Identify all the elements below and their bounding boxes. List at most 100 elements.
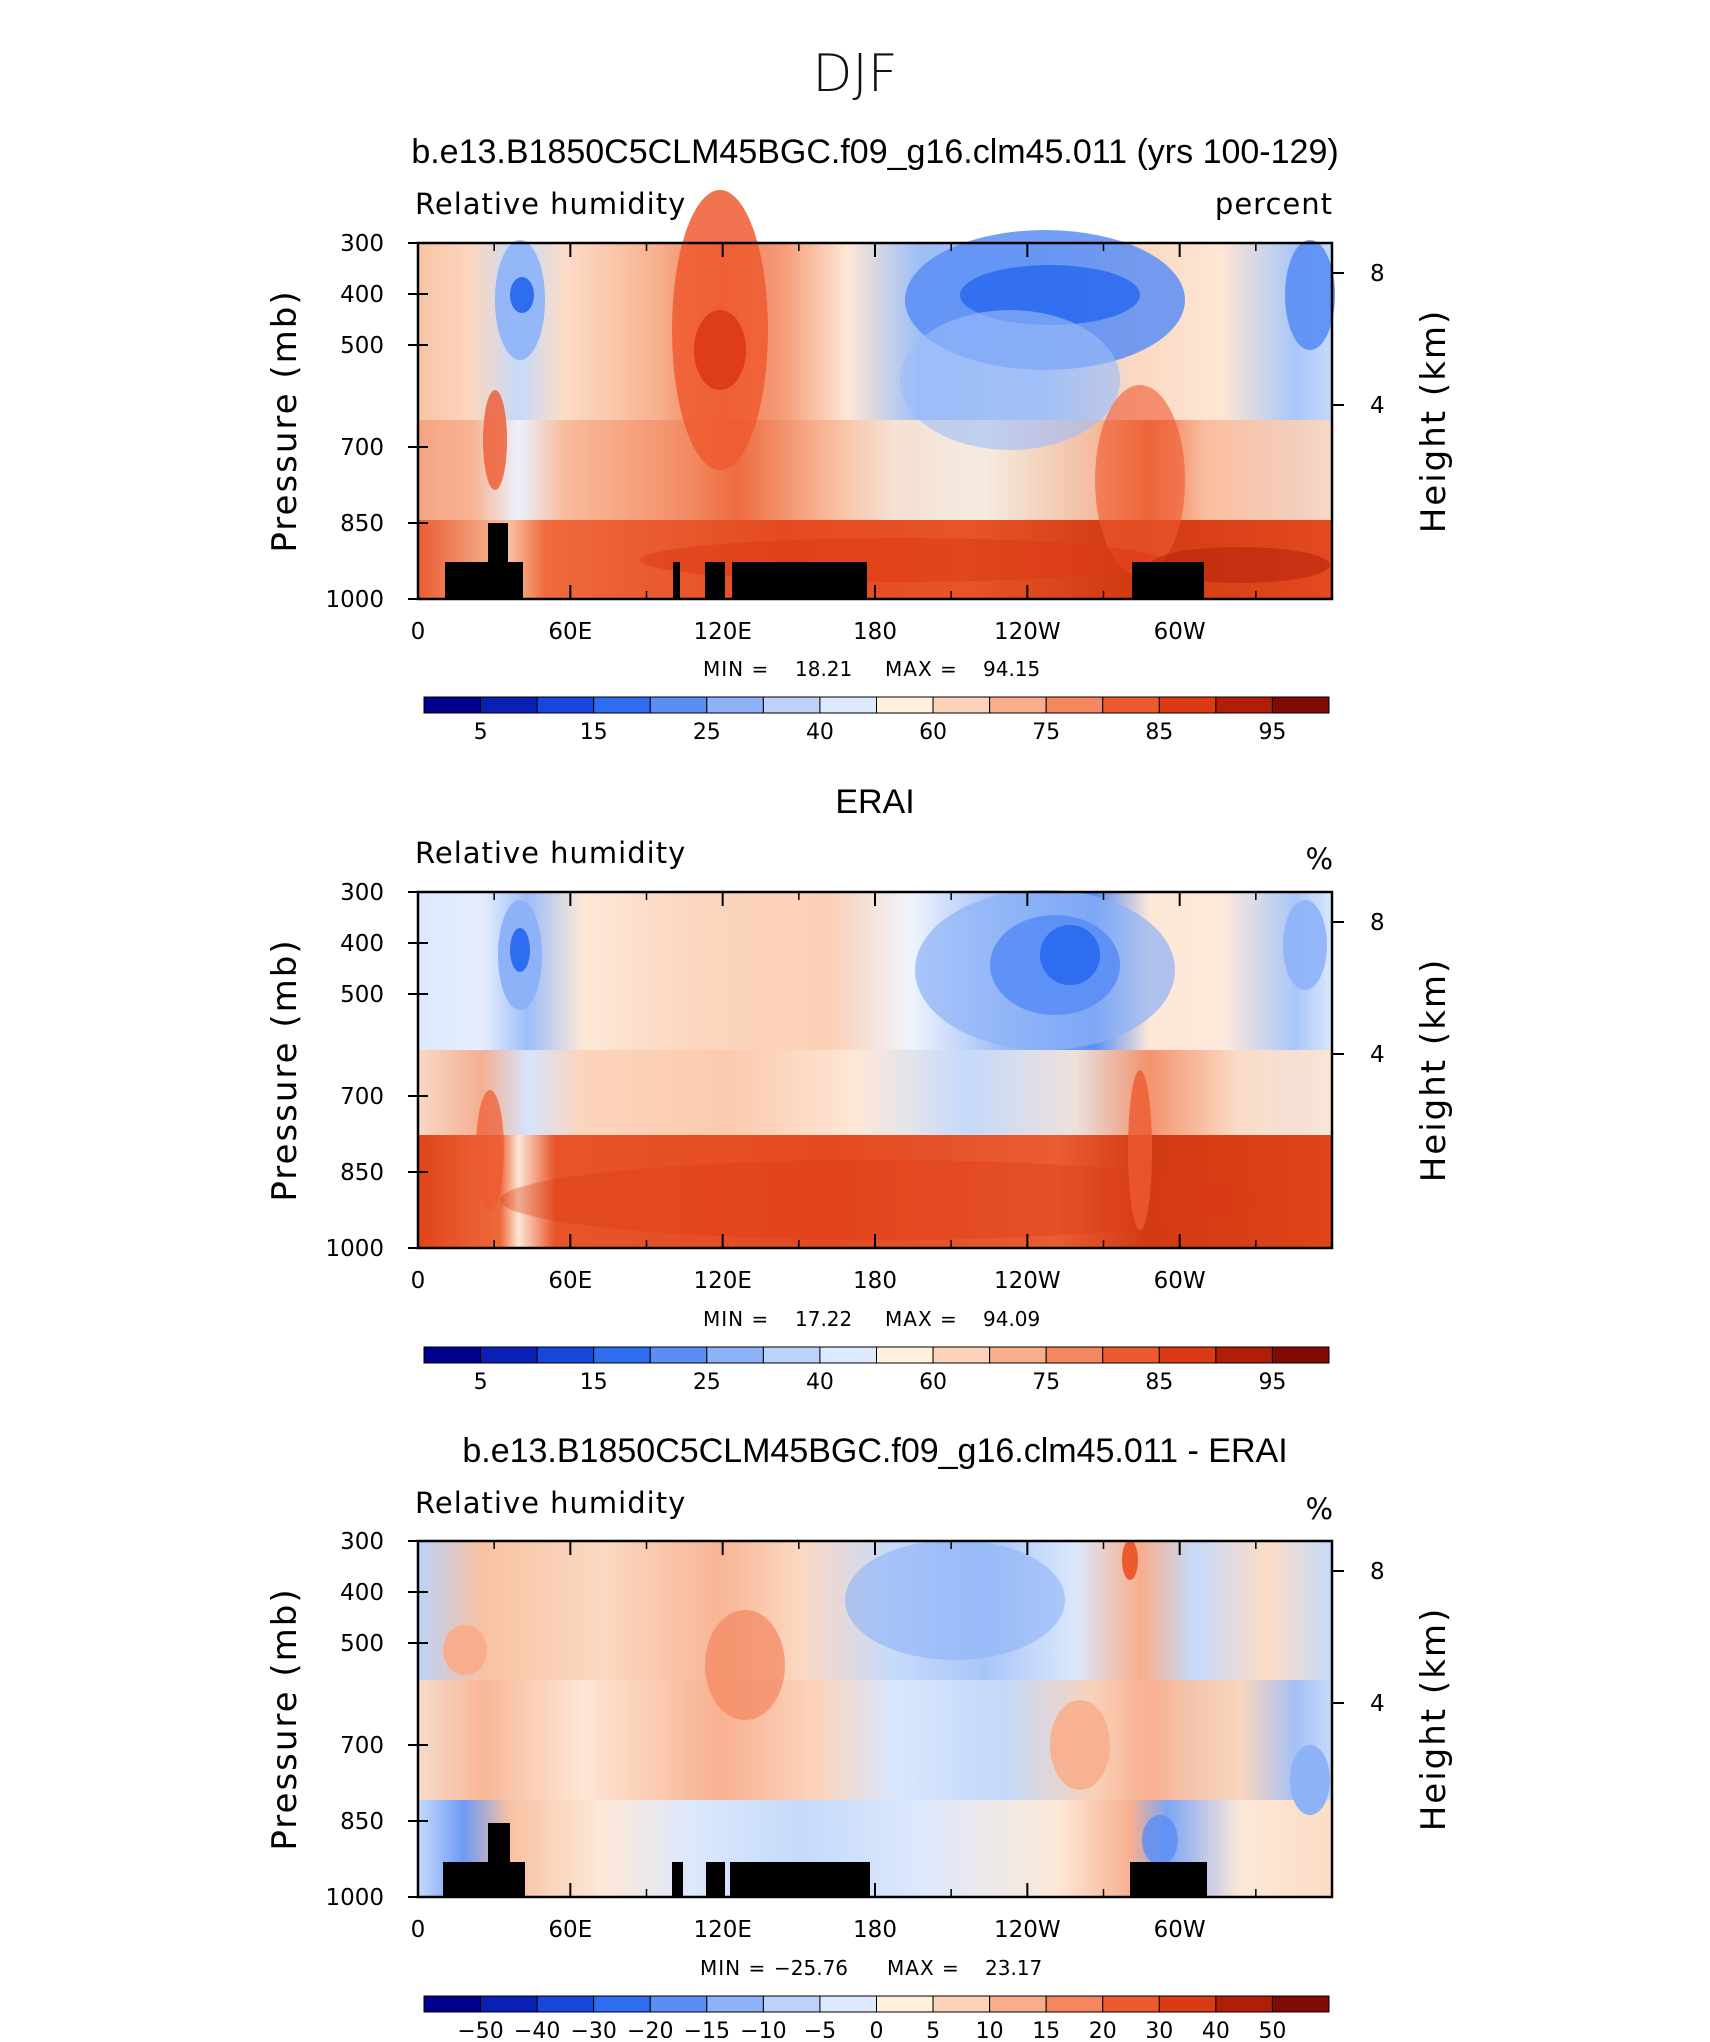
y-tick-label: 500 (340, 982, 384, 1008)
y-tick-label: 300 (340, 880, 384, 906)
colorbar-swatch (932, 696, 991, 714)
colorbar-label: 30 (1145, 2019, 1173, 2038)
colorbar-label: 50 (1258, 2019, 1286, 2038)
colorbar-swatch (1158, 1995, 1217, 2013)
colorbar-swatch (819, 696, 877, 714)
colorbar-swatch (819, 1346, 877, 1364)
colorbar-label: 40 (1202, 2019, 1230, 2038)
y-tick-label: 1000 (325, 1885, 384, 1911)
x-tick-label: 120W (994, 619, 1061, 645)
colorbar-swatch (819, 1995, 877, 2013)
min-label: MIN = (703, 657, 769, 681)
min-max-readout: MIN = 17.22 MAX = 94.09 (703, 1307, 1040, 1331)
figure-title: DJF (812, 44, 897, 104)
x-tick-label: 180 (853, 1917, 897, 1943)
colorbar-swatch (1045, 1346, 1104, 1364)
colorbar-swatch (762, 1346, 821, 1364)
max-value: 94.15 (983, 657, 1040, 681)
contour-field (418, 1540, 1332, 1897)
colorbar-label: 40 (806, 720, 834, 745)
y2-tick-label: 4 (1370, 1042, 1385, 1068)
y-tick-label: 850 (340, 511, 384, 537)
colorbar-label: −30 (570, 2019, 616, 2038)
colorbar-swatch (932, 1995, 991, 2013)
y-axis-title: Pressure (mb) (265, 1587, 305, 1850)
max-label: MAX = (887, 1956, 960, 1980)
min-label: MIN = (700, 1956, 766, 1980)
max-label: MAX = (885, 657, 958, 681)
y-tick-label: 400 (340, 931, 384, 957)
colorbar: −50 −40 −30 −20 −15 −10 −5 0 5 10 15 20 30 40 50 (423, 1995, 1330, 2042)
x-tick-label: 180 (853, 619, 897, 645)
y2-axis-title: Height (km) (1414, 958, 1454, 1183)
colorbar-swatch (593, 696, 651, 714)
colorbar-swatch (1045, 1995, 1104, 2013)
colorbar-swatch (649, 696, 708, 714)
x-tick-label: 60W (1154, 619, 1206, 645)
colorbar-swatch (536, 1346, 595, 1364)
colorbar-swatch (1271, 1346, 1330, 1364)
variable-label: Relative humidity (415, 1486, 686, 1520)
colorbar: 5 15 25 40 60 75 85 95 (423, 1346, 1330, 1395)
colorbar-swatch (1102, 1346, 1160, 1364)
colorbar-swatch (423, 696, 482, 714)
min-value: 18.21 (795, 657, 852, 681)
y2-tick-label: 8 (1370, 261, 1385, 287)
units-label: % (1305, 842, 1333, 876)
variable-label: Relative humidity (415, 187, 686, 221)
colorbar-label: 60 (919, 1370, 947, 1395)
y-tick-label: 400 (340, 282, 384, 308)
colorbar-label: 10 (976, 2019, 1004, 2038)
panel-model: b.e13.B1850C5CLM45BGC.f09_g16.clm45.011 … (265, 133, 1454, 745)
y2-axis-title: Height (km) (1414, 1607, 1454, 1832)
y-tick-label: 850 (340, 1160, 384, 1186)
min-value: 17.22 (795, 1307, 852, 1331)
y-tick-label: 700 (340, 1733, 384, 1759)
units-label: percent (1215, 187, 1333, 221)
colorbar-label: 15 (580, 720, 608, 745)
variable-label: Relative humidity (415, 836, 686, 870)
colorbar-swatch (1215, 696, 1273, 714)
colorbar-label: 25 (693, 1370, 721, 1395)
panel-erai: ERAI Relative humidity % 0 60E 120E 180 120W… (265, 783, 1454, 1395)
colorbar-swatch (1158, 696, 1217, 714)
x-tick-label: 0 (411, 1917, 426, 1943)
panel-difference: b.e13.B1850C5CLM45BGC.f09_g16.clm45.011 … (265, 1432, 1454, 2042)
y-axis-title: Pressure (mb) (265, 938, 305, 1201)
colorbar-swatch (989, 1346, 1047, 1364)
colorbar-swatch (593, 1346, 651, 1364)
colorbar-label: 5 (926, 2019, 940, 2038)
max-value: 23.17 (985, 1956, 1042, 1980)
x-tick-label: 60E (548, 1268, 592, 1294)
colorbar-label: 5 (474, 720, 488, 745)
colorbar-swatch (706, 1995, 764, 2013)
panel-title: b.e13.B1850C5CLM45BGC.f09_g16.clm45.011 … (411, 133, 1338, 171)
x-tick-label: 60W (1154, 1268, 1206, 1294)
colorbar-swatch (480, 1346, 538, 1364)
colorbar-label: 0 (870, 2019, 884, 2038)
y2-tick-label: 4 (1370, 393, 1385, 419)
contour-field (418, 190, 1335, 599)
y2-axis-title: Height (km) (1414, 309, 1454, 534)
x-tick-label: 120W (994, 1268, 1061, 1294)
x-tick-label: 120E (693, 1917, 751, 1943)
x-tick-label: 120W (994, 1917, 1061, 1943)
colorbar: 5 15 25 40 60 75 85 95 (423, 696, 1330, 745)
colorbar-label: 95 (1258, 720, 1286, 745)
colorbar-swatch (989, 1995, 1047, 2013)
colorbar-label: 85 (1145, 1370, 1173, 1395)
colorbar-swatch (1045, 696, 1104, 714)
colorbar-swatch (1271, 696, 1330, 714)
topography-mask (445, 523, 1204, 599)
axes: 0 60E 120E 180 120W 60W 300 400 500 700 850 1000 8 4 P… (265, 1529, 1454, 1943)
colorbar-swatch (593, 1995, 651, 2013)
colorbar-swatch (536, 1995, 595, 2013)
panel-title: ERAI (835, 783, 914, 821)
x-tick-label: 120E (693, 1268, 751, 1294)
y2-tick-label: 4 (1370, 1691, 1385, 1717)
colorbar-label: 15 (580, 1370, 608, 1395)
min-label: MIN = (703, 1307, 769, 1331)
colorbar-swatch (1158, 1346, 1217, 1364)
colorbar-swatch (423, 1346, 482, 1364)
